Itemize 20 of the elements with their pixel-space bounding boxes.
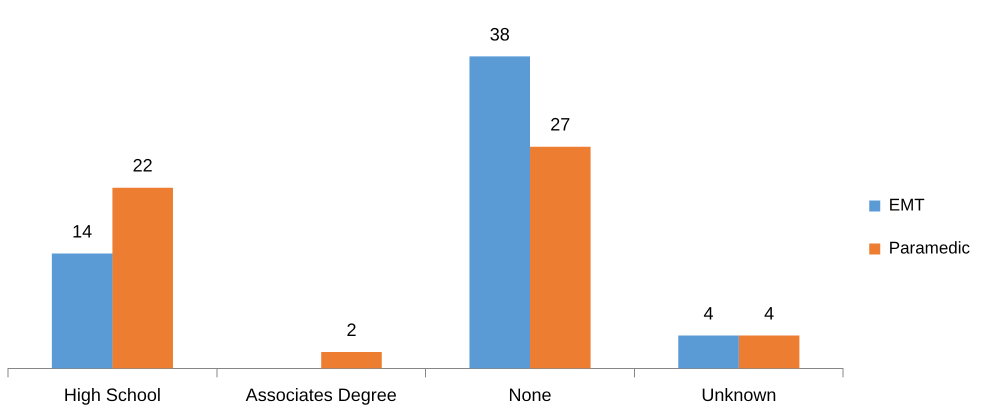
legend-label: Paramedic [888,238,970,258]
x-tick-label: Unknown [701,385,776,406]
bar [52,253,112,368]
data-label: 4 [764,304,774,324]
data-label: 38 [490,24,510,44]
data-label: 4 [704,304,714,324]
bar [469,56,530,368]
data-label: 14 [72,221,92,242]
data-label: 22 [132,156,153,176]
x-tick-label: Associates Degree [246,385,397,406]
legend-label: EMT [888,196,925,215]
data-label: 27 [550,114,570,135]
x-tick-label: None [508,385,552,406]
bar [321,352,382,368]
bar [112,188,173,368]
data-label: 2 [346,320,356,340]
bar [678,336,739,368]
x-tick-label: High School [64,385,161,406]
bar [530,146,591,368]
bar [738,336,800,368]
